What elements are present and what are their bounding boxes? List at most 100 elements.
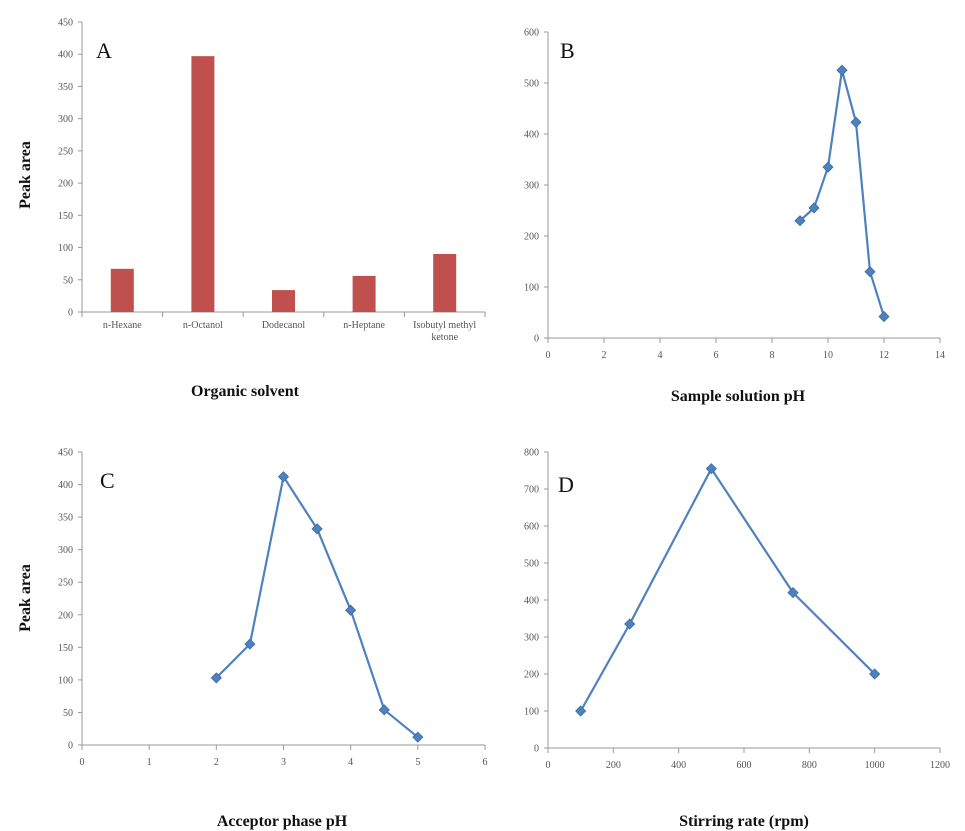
panel-b-data-point <box>864 266 876 278</box>
panel-c-x-tick-label: 5 <box>415 757 420 768</box>
panel-a-bar <box>352 275 376 312</box>
panel-a-y-tick-label: 0 <box>68 308 73 319</box>
panel-b: B Sample solution pH 0100200300400500600… <box>524 28 945 406</box>
panel-c-data-point <box>210 672 222 684</box>
panel-c-y-tick-label: 450 <box>58 448 73 459</box>
panel-b-data-point <box>808 202 820 214</box>
panel-c-y-tick-label: 100 <box>58 675 73 686</box>
panel-a-x-tick-label: n-Octanol <box>183 320 223 331</box>
panel-a-x-tick-label: n-Hexane <box>103 320 142 331</box>
panel-c-series-line <box>215 475 419 739</box>
panel-b-y-tick-label: 0 <box>534 334 539 345</box>
panel-b-data-point <box>850 116 862 128</box>
panel-b-x-tick-label: 14 <box>935 350 945 361</box>
panel-d-y-tick-label: 600 <box>524 522 539 533</box>
panel-d-data-point <box>787 587 799 599</box>
panel-a-bar <box>433 254 457 312</box>
panel-a-x-tick-label: Dodecanol <box>262 320 306 331</box>
panel-d-series-line <box>579 467 876 712</box>
panel-a-bar <box>110 268 134 312</box>
panel-d-data-point <box>624 618 636 630</box>
panel-b-y-tick-label: 200 <box>524 232 539 243</box>
panel-a-y-tick-label: 200 <box>58 179 73 190</box>
panel-a-y-tick-label: 250 <box>58 146 73 157</box>
panel-b-data-point <box>836 64 848 76</box>
panel-d: D Stirring rate (rpm) 0 100 200 300 400 500 60… <box>524 448 950 831</box>
panel-c-x-tick-label: 2 <box>214 757 219 768</box>
panel-c-data-point <box>345 604 357 616</box>
panel-d-data-point <box>575 705 587 717</box>
panel-c-y-tick-label: 400 <box>58 480 73 491</box>
panel-d-y-tick-label: 400 <box>524 596 539 607</box>
panel-d-data-point <box>705 463 717 475</box>
panel-d-y-tick-label: 300 <box>524 633 539 644</box>
panel-c-data-point <box>277 471 290 483</box>
panel-a-letter: A <box>96 38 112 63</box>
panel-a-y-tick-label: 450 <box>58 18 73 29</box>
panel-a: A Peak area Organic solvent 0 50 100 150 200… <box>17 18 486 400</box>
panel-a-y-tick-label: 150 <box>58 211 73 222</box>
panel-b-y-tick-label: 600 <box>524 28 539 39</box>
panel-a-bar <box>191 56 215 313</box>
panel-b-data-point <box>794 215 806 227</box>
panel-a-y-tick-label: 300 <box>58 114 73 125</box>
panel-a-y-tick-label: 350 <box>58 82 73 93</box>
panel-c-y-tick-label: 300 <box>58 545 73 556</box>
panel-c-y-tick-label: 250 <box>58 578 73 589</box>
panel-b-data-point <box>878 311 890 323</box>
panel-c-data-point <box>378 704 390 716</box>
panel-d-x-tick-label: 800 <box>802 760 817 771</box>
panel-c-x-tick-label: 3 <box>281 757 286 768</box>
panel-c-x-tick-label: 4 <box>348 757 353 768</box>
panel-d-x-tick-label: 600 <box>737 760 752 771</box>
panel-d-x-axis-title: Stirring rate (rpm) <box>679 813 809 830</box>
panel-d-data-point <box>869 668 881 680</box>
panel-b-x-tick-label: 6 <box>714 350 719 361</box>
panel-d-y-tick-label: 100 <box>524 707 539 718</box>
panel-d-y-tick-label: 200 <box>524 670 539 681</box>
panel-d-x-tick-label: 1000 <box>865 760 885 771</box>
panel-b-letter: B <box>560 38 575 63</box>
panel-a-y-tick-label: 100 <box>58 243 73 254</box>
panel-b-y-tick-label: 500 <box>524 79 539 90</box>
panel-b-x-tick-label: 12 <box>879 350 889 361</box>
panel-b-x-tick-label: 4 <box>658 350 663 361</box>
panel-c: C Peak area Acceptor phase pH 0501001502… <box>17 448 488 831</box>
panel-d-y-tick-label: 0 <box>534 744 539 755</box>
panel-c-y-tick-label: 150 <box>58 643 73 654</box>
panel-c-letter: C <box>100 468 115 493</box>
panel-c-y-tick-label: 50 <box>63 708 73 719</box>
panel-c-data-point <box>311 523 323 535</box>
panel-b-x-tick-label: 8 <box>770 350 775 361</box>
panel-d-x-tick-label: 400 <box>671 760 686 771</box>
panel-c-x-tick-label: 6 <box>483 757 488 768</box>
panel-c-y-tick-label: 200 <box>58 610 73 621</box>
panel-b-y-tick-label: 400 <box>524 130 539 141</box>
panel-b-y-tick-label: 100 <box>524 283 539 294</box>
panel-b-x-tick-label: 2 <box>602 350 607 361</box>
panel-b-y-tick-label: 300 <box>524 181 539 192</box>
panel-c-y-axis-title: Peak area <box>17 564 34 632</box>
panel-c-y-tick-label: 0 <box>68 741 73 752</box>
panel-a-y-tick-label: 50 <box>63 275 73 286</box>
panel-a-x-tick-label: n-Heptane <box>343 320 385 331</box>
panel-c-data-point <box>244 638 256 650</box>
panel-d-y-tick-label: 500 <box>524 559 539 570</box>
panel-c-x-tick-label: 1 <box>147 757 152 768</box>
panel-b-series-line <box>799 69 886 317</box>
panel-c-x-tick-label: 0 <box>80 757 85 768</box>
panel-d-y-tick-label: 800 <box>524 448 539 459</box>
panel-b-x-tick-label: 0 <box>546 350 551 361</box>
panel-c-data-point <box>412 731 424 743</box>
panel-b-x-axis-title: Sample solution pH <box>671 388 806 405</box>
panel-d-x-tick-label: 200 <box>606 760 621 771</box>
panel-a-x-axis-title: Organic solvent <box>191 383 300 400</box>
panel-d-letter: D <box>558 472 574 497</box>
panel-d-x-tick-label: 1200 <box>930 760 950 771</box>
panel-a-y-tick-label: 400 <box>58 50 73 61</box>
panel-a-y-axis-title: Peak area <box>17 141 34 209</box>
panel-b-x-tick-label: 10 <box>823 350 833 361</box>
panel-a-x-tick-label: Isobutyl methyl ketone <box>413 320 476 343</box>
panel-c-y-tick-label: 350 <box>58 513 73 524</box>
